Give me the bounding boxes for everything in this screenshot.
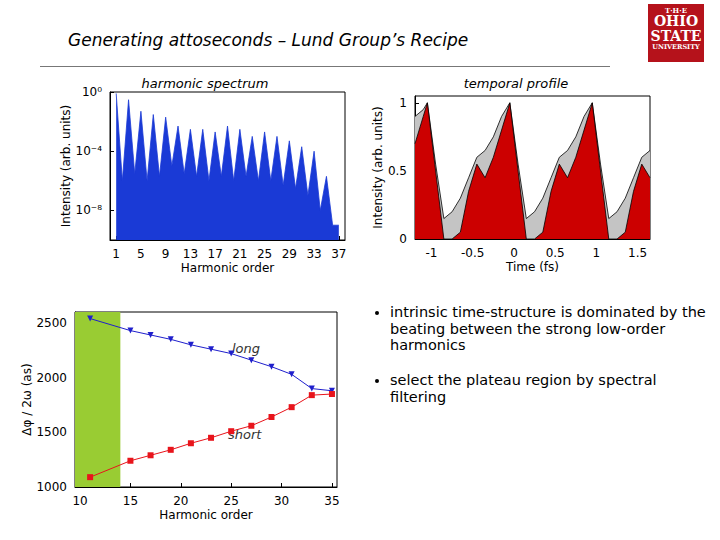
svg-text:Time (fs): Time (fs): [505, 260, 559, 274]
svg-text:1500: 1500: [36, 425, 67, 439]
html-text:select the plateau region by s: select the plateau region by spectral fi…: [390, 372, 657, 405]
svg-text:20: 20: [173, 494, 188, 508]
svg-text:0.5: 0.5: [546, 246, 565, 260]
svg-text:9: 9: [162, 247, 170, 261]
html-text:harmonic spectrum: harmonic spectrum: [141, 76, 269, 91]
svg-text:0: 0: [510, 246, 518, 260]
html-text:Generating attoseconds – Lund: Generating attoseconds – Lund Group’s Re…: [68, 30, 469, 50]
svg-text:10⁻⁸: 10⁻⁸: [76, 203, 103, 217]
svg-text:Intensity (arb. units): Intensity (arb. units): [59, 105, 73, 227]
svg-text:Δφ / 2ω (as): Δφ / 2ω (as): [20, 363, 34, 435]
svg-text:-0.5: -0.5: [461, 246, 484, 260]
html-text:UNIVERSITY: UNIVERSITY: [652, 42, 700, 51]
svg-text:Harmonic order: Harmonic order: [159, 508, 253, 522]
svg-text:1: 1: [112, 247, 120, 261]
svg-text:1: 1: [593, 246, 601, 260]
html-text:T·H·E: T·H·E: [665, 6, 687, 15]
html-text:temporal profile: temporal profile: [463, 76, 569, 91]
svg-text:1: 1: [399, 96, 407, 110]
svg-text:10: 10: [72, 494, 87, 508]
svg-text:30: 30: [274, 494, 289, 508]
svg-text:1.5: 1.5: [628, 246, 647, 260]
html-text:STATE: STATE: [650, 28, 702, 44]
svg-text:10⁻⁴: 10⁻⁴: [76, 144, 103, 158]
svg-text:13: 13: [183, 247, 198, 261]
svg-text:-1: -1: [426, 246, 438, 260]
svg-text:Intensity (arb. units): Intensity (arb. units): [371, 106, 385, 228]
svg-text:10⁰: 10⁰: [82, 85, 102, 99]
svg-text:21: 21: [232, 247, 247, 261]
svg-text:5: 5: [137, 247, 145, 261]
svg-text:Harmonic order: Harmonic order: [181, 261, 275, 275]
svg-text:0: 0: [399, 232, 407, 246]
svg-text:short: short: [228, 427, 262, 442]
svg-text:0.5: 0.5: [388, 164, 407, 178]
svg-text:33: 33: [306, 247, 321, 261]
svg-text:35: 35: [324, 494, 339, 508]
svg-text:1000: 1000: [36, 480, 67, 494]
svg-text:25: 25: [257, 247, 272, 261]
svg-text:17: 17: [207, 247, 222, 261]
svg-text:2500: 2500: [36, 316, 67, 330]
svg-text:15: 15: [123, 494, 138, 508]
svg-text:37: 37: [331, 247, 346, 261]
html-text:intrinsic time-structure is do: intrinsic time-structure is dominated by…: [390, 304, 706, 354]
html-text:OHIO: OHIO: [653, 13, 699, 30]
svg-text:2000: 2000: [36, 371, 67, 385]
svg-text:long: long: [232, 341, 260, 356]
svg-text:29: 29: [282, 247, 297, 261]
svg-text:25: 25: [224, 494, 239, 508]
